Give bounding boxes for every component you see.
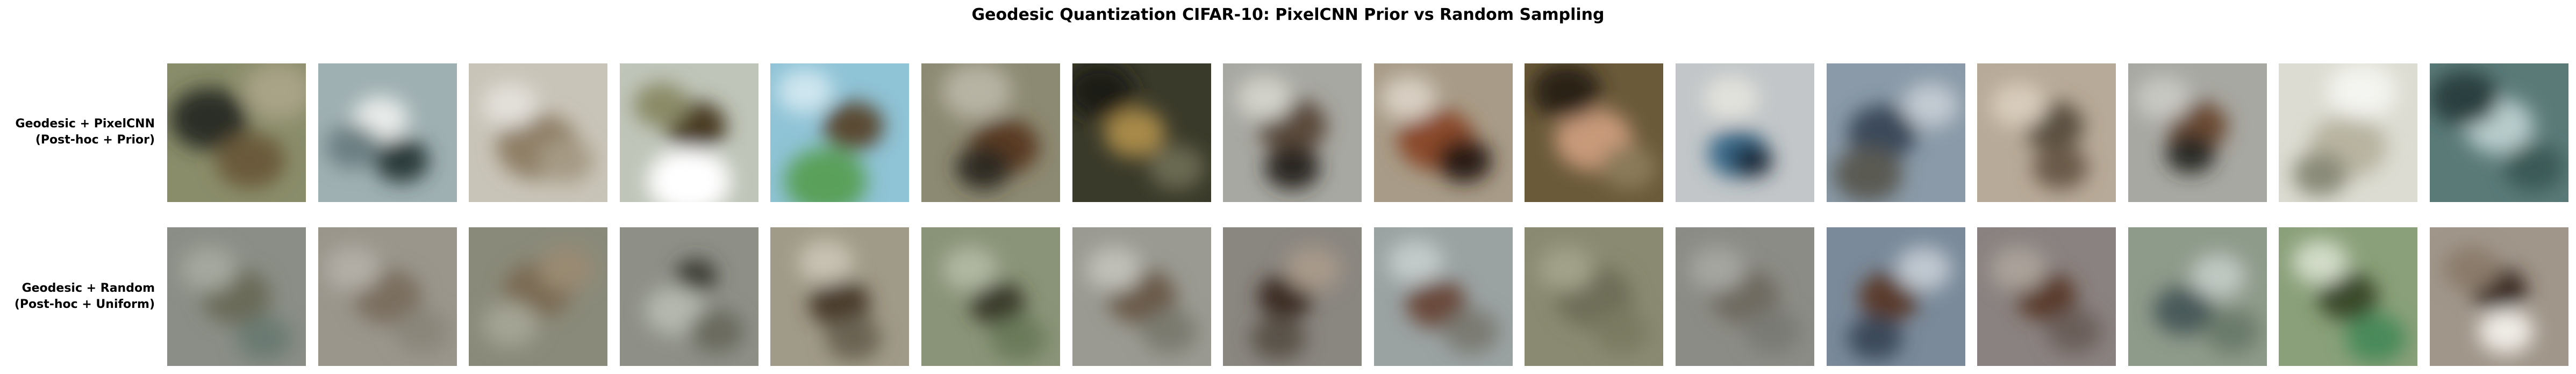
generated-sample-image <box>1525 227 1663 366</box>
generated-sample-image <box>1223 227 1362 366</box>
generated-sample-image <box>1223 63 1362 202</box>
row-label-line1: Geodesic + Random <box>22 282 155 295</box>
row-label-random: Geodesic + Random (Post-hoc + Uniform) <box>0 280 155 313</box>
generated-sample-image <box>620 227 759 366</box>
generated-sample-image <box>1374 63 1513 202</box>
generated-sample-image <box>318 227 457 366</box>
generated-sample-image <box>921 227 1060 366</box>
generated-sample-image <box>770 63 909 202</box>
generated-sample-image <box>1977 63 2116 202</box>
generated-sample-image <box>2279 227 2417 366</box>
generated-sample-image <box>167 63 306 202</box>
row-label-line2: (Post-hoc + Uniform) <box>14 298 155 311</box>
generated-sample-image <box>1374 227 1513 366</box>
row-label-pixelcnn: Geodesic + PixelCNN (Post-hoc + Prior) <box>0 116 155 148</box>
generated-sample-image <box>921 63 1060 202</box>
generated-sample-image <box>2128 227 2267 366</box>
generated-sample-image <box>2128 63 2267 202</box>
generated-sample-image <box>2430 63 2568 202</box>
generated-sample-image <box>1827 63 1965 202</box>
generated-sample-image <box>167 227 306 366</box>
row-label-line2: (Post-hoc + Prior) <box>35 133 155 147</box>
generated-sample-image <box>1072 63 1211 202</box>
generated-sample-image <box>1072 227 1211 366</box>
generated-sample-image <box>469 63 607 202</box>
generated-sample-image <box>1977 227 2116 366</box>
generated-sample-image <box>2430 227 2568 366</box>
generated-sample-image <box>770 227 909 366</box>
generated-sample-image <box>469 227 607 366</box>
generated-sample-image <box>1676 63 1814 202</box>
figure-title: Geodesic Quantization CIFAR-10: PixelCNN… <box>971 5 1605 24</box>
generated-sample-image <box>620 63 759 202</box>
generated-sample-image <box>318 63 457 202</box>
generated-sample-image <box>2279 63 2417 202</box>
generated-sample-image <box>1827 227 1965 366</box>
generated-sample-image <box>1525 63 1663 202</box>
generated-sample-image <box>1676 227 1814 366</box>
row-label-line1: Geodesic + PixelCNN <box>15 117 155 131</box>
